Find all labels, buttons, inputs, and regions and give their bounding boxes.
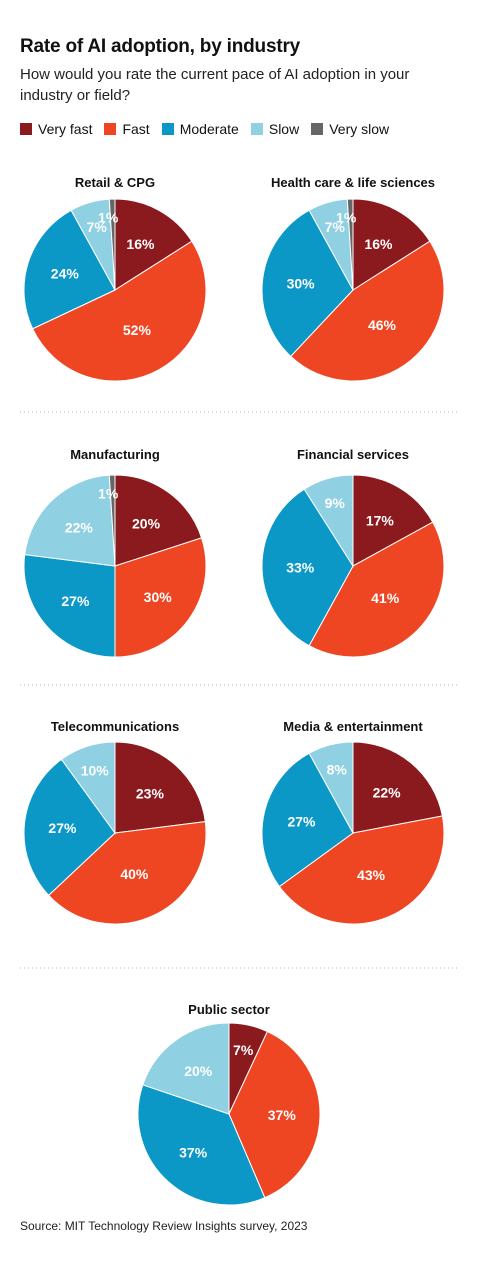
legend-swatch-slow [250,123,263,135]
pie-slice-telecommunications-very-fast [114,741,206,834]
legend-swatch-moderate [161,123,174,135]
pie-slice-telecommunications-slow [60,741,116,835]
legend-item-very-slow: Very slow [311,121,389,137]
pie-label-health-care-and-life-sciences-very-slow: 1% [336,210,357,226]
pie-title-public-sector: Public sector [188,1002,270,1017]
legend-item-fast: Fast [104,121,150,137]
pie-slice-manufacturing-very-fast [114,474,203,567]
pie-chart-public-sector: Public sector 7% 37% 37% 20% [137,1002,321,1206]
pie-label-media-and-entertainment-fast: 43% [357,867,386,883]
pie-chart-financial-services: Financial services 17% 41% 33% 9% [261,447,445,658]
pie-label-financial-services-very-fast: 17% [366,513,395,529]
pie-label-manufacturing-very-slow: 1% [98,486,119,502]
legend-swatch-very-fast [20,123,32,135]
pie-label-manufacturing-fast: 30% [144,589,173,605]
pie-label-telecommunications-fast: 40% [120,866,149,882]
pie-label-manufacturing-moderate: 27% [61,593,90,609]
pie-label-telecommunications-slow: 10% [81,763,110,779]
pie-slice-manufacturing-very-slow [108,474,116,567]
pie-label-retail-and-cpg-very-slow: 1% [98,210,119,226]
pie-slice-manufacturing-moderate [23,554,116,658]
pie-slice-media-and-entertainment-fast [278,815,445,925]
legend-label-very-slow: Very slow [329,121,390,137]
pie-slice-financial-services-slow [303,474,354,568]
pie-slice-telecommunications-fast [47,821,207,925]
pie-label-health-care-and-life-sciences-slow: 7% [325,219,346,235]
legend-label-very-fast: Very fast [38,121,93,137]
pie-chart-media-and-entertainment: Media & entertainment 22% 43% 27% 8% [261,719,445,925]
pie-slice-retail-and-cpg-moderate [23,209,116,330]
pie-title-financial-services: Financial services [297,447,409,462]
pie-slice-manufacturing-slow [24,474,116,567]
pie-slice-retail-and-cpg-very-fast [114,198,193,291]
pie-slice-health-care-and-life-sciences-moderate [261,209,354,358]
pie-title-retail-and-cpg: Retail & CPG [75,175,155,190]
pie-label-media-and-entertainment-slow: 8% [327,762,348,778]
pie-slice-retail-and-cpg-very-slow [108,198,116,291]
legend-item-very-fast: Very fast [20,121,92,137]
pie-chart-telecommunications: Telecommunications 23% 40% 27% 10% [23,719,207,925]
pie-slice-media-and-entertainment-slow [308,741,354,834]
pie-label-retail-and-cpg-slow: 7% [87,219,108,235]
chart-title: Rate of AI adoption, by industry [20,36,301,57]
pie-slice-public-sector-moderate [137,1084,266,1206]
pie-slice-public-sector-slow [142,1022,230,1115]
pie-label-telecommunications-moderate: 27% [48,820,77,836]
pie-slice-telecommunications-moderate [23,758,116,896]
legend-label-slow: Slow [268,121,300,137]
pie-slice-retail-and-cpg-fast [31,240,207,382]
legend-swatch-very-slow [311,123,324,135]
pie-title-manufacturing: Manufacturing [70,447,160,462]
pie-label-retail-and-cpg-fast: 52% [123,322,152,338]
pie-label-public-sector-moderate: 37% [179,1145,208,1161]
pie-slice-health-care-and-life-sciences-very-fast [352,198,431,291]
pie-slice-media-and-entertainment-very-fast [352,741,443,834]
pie-label-media-and-entertainment-very-fast: 22% [373,784,402,800]
pie-slice-public-sector-fast [228,1030,321,1199]
pie-chart-manufacturing: Manufacturing 20% 30% 27% 22% 1% [23,447,207,658]
legend-swatch-fast [104,123,117,135]
pie-label-retail-and-cpg-moderate: 24% [51,266,80,282]
pie-title-media-and-entertainment: Media & entertainment [283,719,423,734]
pie-label-financial-services-slow: 9% [325,495,346,511]
pie-chart-health-care-and-life-sciences: Health care & life sciences 16% 46% 30% 7%1% [261,175,445,382]
pie-title-health-care-and-life-sciences: Health care & life sciences [271,175,435,190]
pie-label-public-sector-fast: 37% [268,1107,297,1123]
pie-label-public-sector-very-fast: 7% [233,1042,254,1058]
pie-label-manufacturing-very-fast: 20% [132,515,161,531]
pie-chart-retail-and-cpg: Retail & CPG 16% 52% 24% 7%1% [23,175,207,382]
pie-slice-health-care-and-life-sciences-very-slow [346,198,354,291]
legend-item-slow: Slow [250,121,300,137]
chart-subtitle: How would you rate the current pace of A… [20,66,410,104]
pie-slice-media-and-entertainment-moderate [261,752,354,888]
pie-slice-financial-services-fast [308,521,445,658]
pie-label-health-care-and-life-sciences-moderate: 30% [287,275,316,291]
source-note: Source: MIT Technology Review Insights s… [20,1219,308,1233]
legend-item-moderate: Moderate [161,121,239,137]
pie-label-manufacturing-slow: 22% [65,520,94,536]
pie-slice-manufacturing-fast [114,537,207,658]
legend-label-moderate: Moderate [179,121,239,137]
pie-label-health-care-and-life-sciences-very-fast: 16% [364,236,393,252]
pie-slice-financial-services-moderate [261,488,354,647]
pie-label-financial-services-moderate: 33% [286,560,315,576]
pie-label-public-sector-slow: 20% [184,1063,213,1079]
pie-title-telecommunications: Telecommunications [51,719,179,734]
pie-label-media-and-entertainment-moderate: 27% [287,813,316,829]
legend: Very fast Fast Moderate Slow Very slow [20,121,401,137]
pie-label-retail-and-cpg-very-fast: 16% [126,236,155,252]
pie-label-financial-services-fast: 41% [371,590,400,606]
pie-slice-financial-services-very-fast [352,474,434,567]
pie-label-telecommunications-very-fast: 23% [136,785,165,801]
pie-slice-health-care-and-life-sciences-fast [290,240,445,382]
pie-label-health-care-and-life-sciences-fast: 46% [368,317,397,333]
legend-label-fast: Fast [122,121,150,137]
